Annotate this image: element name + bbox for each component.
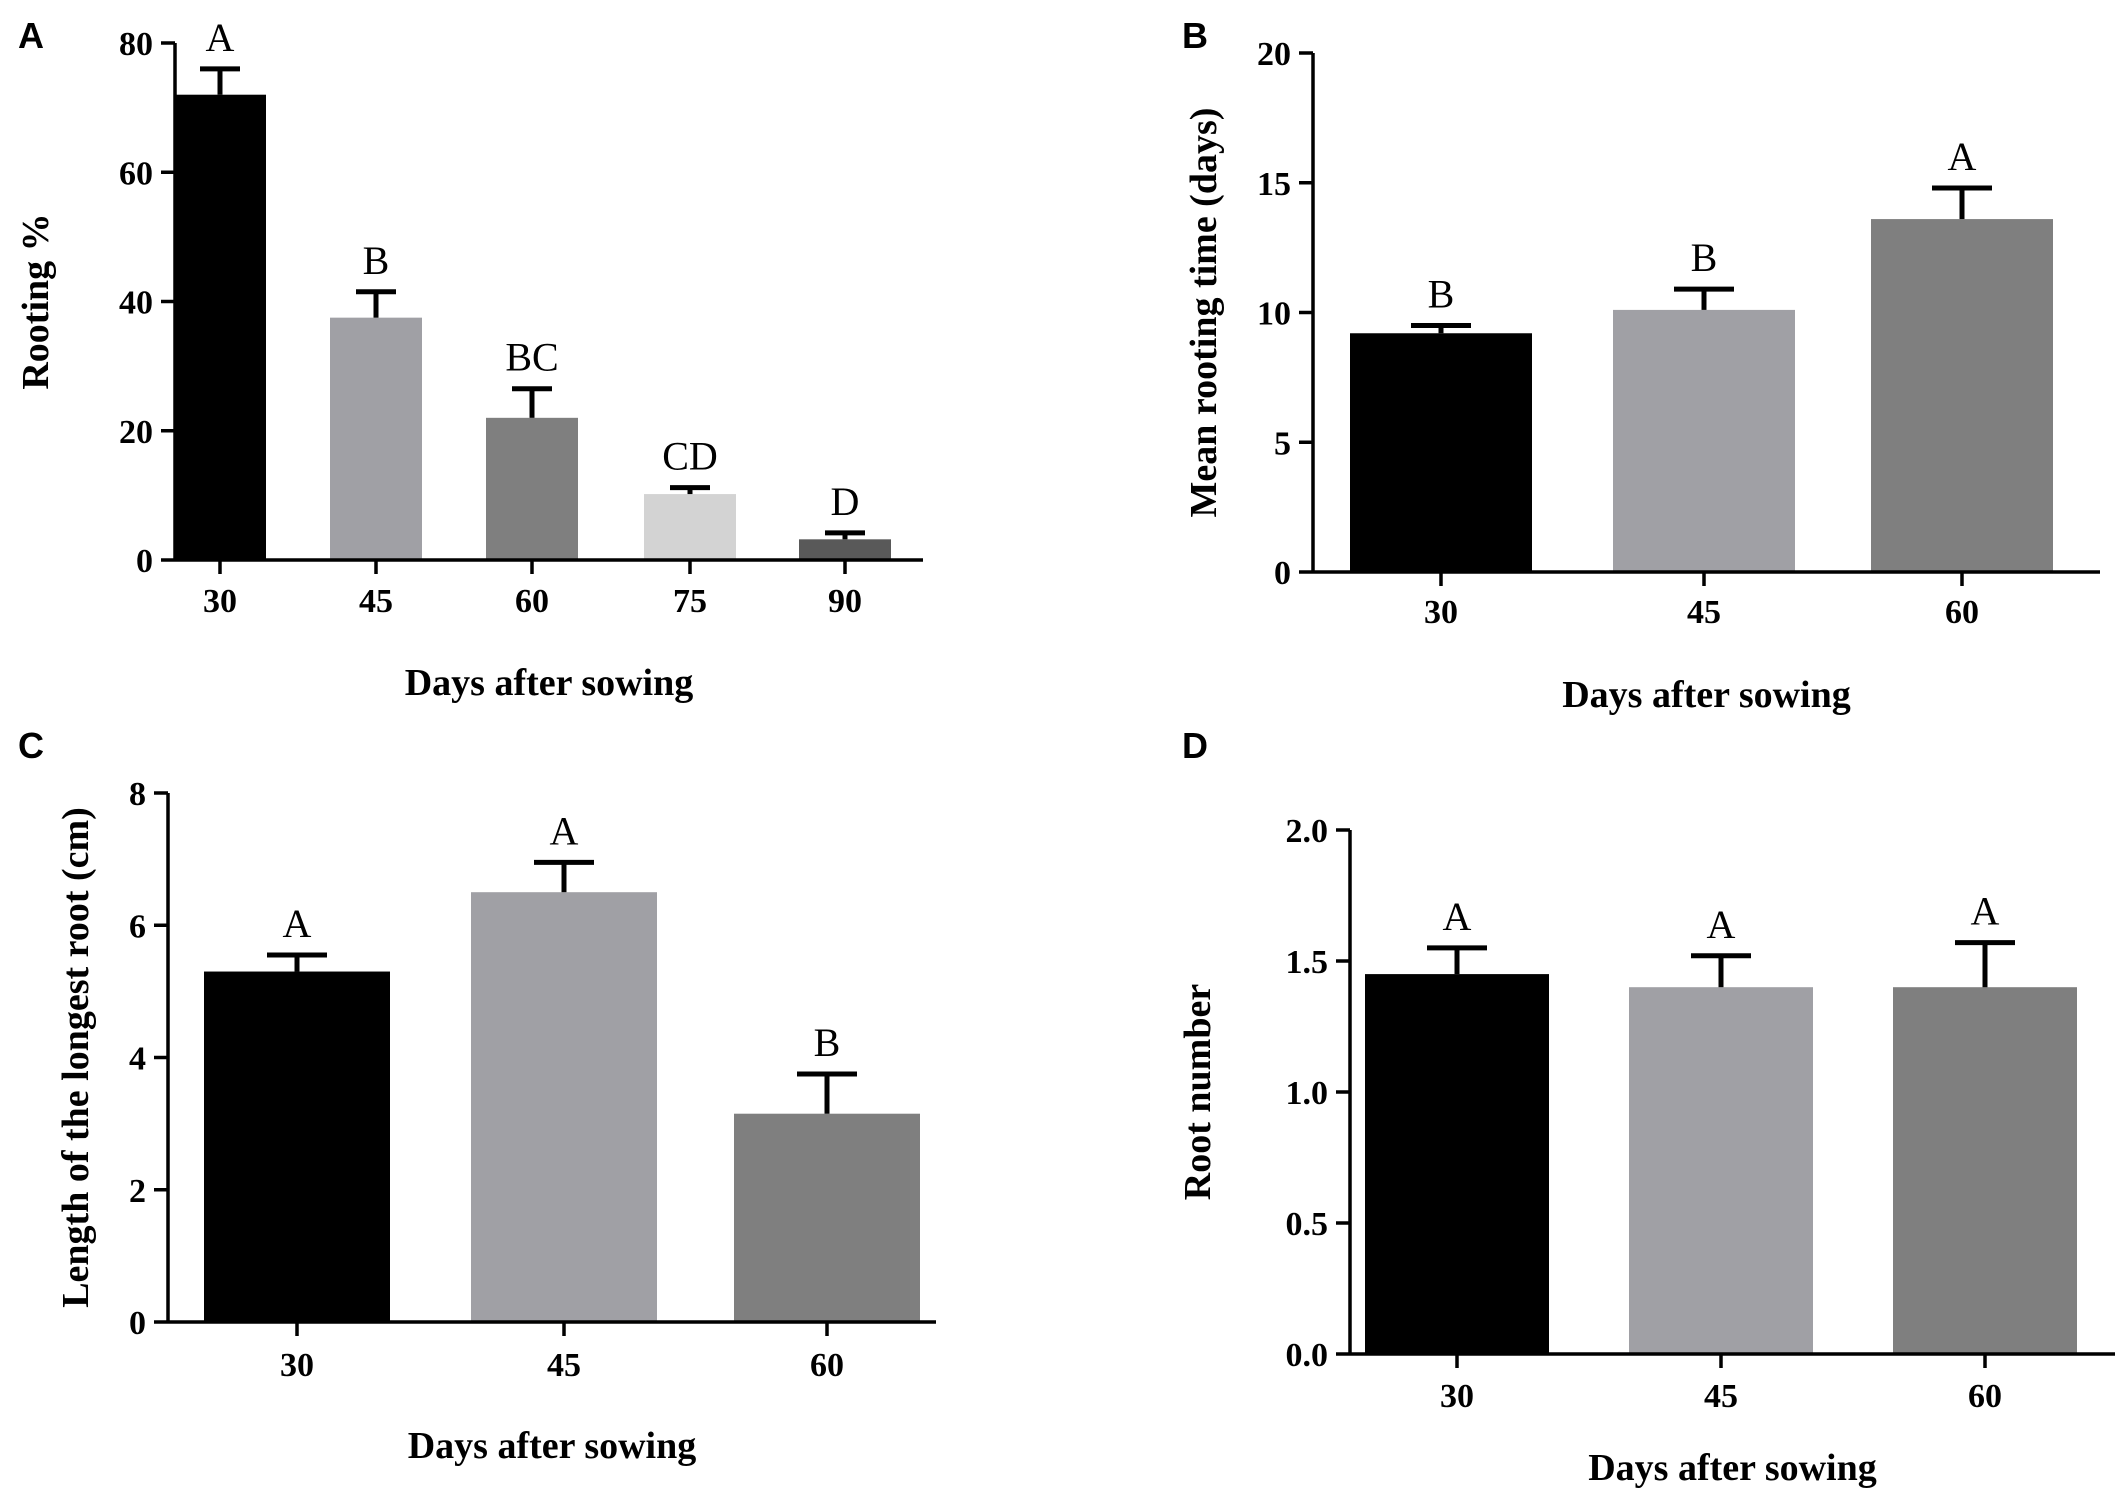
significance-label: B <box>363 238 390 283</box>
panel-tag: D <box>1182 725 1208 766</box>
x-axis-title: Days after sowing <box>408 1425 697 1467</box>
x-tick-label: 60 <box>1968 1378 2002 1415</box>
y-tick-label: 40 <box>119 285 153 322</box>
y-tick-label: 4 <box>129 1041 146 1078</box>
y-tick-label: 1.5 <box>1286 944 1329 981</box>
bar <box>1893 987 2077 1354</box>
x-tick-label: 30 <box>1424 594 1458 631</box>
y-axis-title: Root number <box>1177 984 1219 1201</box>
bar <box>1350 333 1532 572</box>
x-tick-label: 45 <box>359 583 393 620</box>
bar <box>1871 219 2053 572</box>
bar <box>471 892 657 1322</box>
x-axis-title: Days after sowing <box>1562 674 1851 716</box>
y-tick-label: 0.0 <box>1286 1337 1329 1374</box>
panel-d: D A A A 0.0 0.5 1.0 1.5 2.0 30 45 60 Days after sowi… <box>1177 725 2115 1489</box>
significance-label: A <box>1443 894 1472 939</box>
panel-tag: A <box>18 15 44 56</box>
x-tick-label: 45 <box>1687 594 1721 631</box>
significance-label: A <box>206 15 235 60</box>
bar <box>644 494 736 560</box>
y-tick-label: 15 <box>1257 166 1291 203</box>
significance-label: A <box>283 901 312 946</box>
bar <box>330 317 422 560</box>
x-tick-label: 45 <box>547 1347 581 1384</box>
x-tick-label: 60 <box>515 583 549 620</box>
bar <box>1365 974 1549 1354</box>
y-tick-label: 80 <box>119 26 153 63</box>
y-tick-label: 0 <box>1274 555 1291 592</box>
bar <box>486 417 578 560</box>
x-tick-label: 30 <box>280 1347 314 1384</box>
y-tick-label: 20 <box>1257 36 1291 73</box>
panel-a: A A B BC CD D 0 20 40 60 80 30 45 60 75 90 Days after so… <box>15 15 923 704</box>
y-tick-label: 6 <box>129 908 146 945</box>
significance-label: D <box>831 479 860 524</box>
x-tick-label: 90 <box>828 583 862 620</box>
y-tick-label: 60 <box>119 155 153 192</box>
x-axis-title: Days after sowing <box>1588 1447 1877 1489</box>
significance-label: A <box>1707 902 1736 947</box>
y-tick-label: 0 <box>136 543 153 580</box>
y-tick-label: 8 <box>129 776 146 813</box>
y-tick-label: 2.0 <box>1286 813 1329 850</box>
significance-label: B <box>814 1020 841 1065</box>
x-tick-label: 60 <box>1945 594 1979 631</box>
bar <box>204 971 390 1322</box>
y-tick-label: 0 <box>129 1305 146 1342</box>
bar <box>1629 987 1813 1354</box>
x-tick-label: 60 <box>810 1347 844 1384</box>
y-axis-title: Rooting % <box>15 213 57 389</box>
y-tick-label: 1.0 <box>1286 1075 1329 1112</box>
significance-label: CD <box>662 434 718 479</box>
significance-label: B <box>1428 271 1455 316</box>
panel-tag: C <box>18 725 44 766</box>
bar <box>734 1113 920 1322</box>
significance-label: B <box>1691 235 1718 280</box>
bar <box>1613 309 1795 572</box>
x-axis-title: Days after sowing <box>405 662 694 704</box>
y-tick-label: 20 <box>119 414 153 451</box>
x-tick-label: 75 <box>673 583 707 620</box>
significance-label: A <box>1948 134 1977 179</box>
y-axis-title: Length of the longest root (cm) <box>55 807 97 1308</box>
panel-b: B B B A 0 5 10 15 20 30 45 60 Days after sowing Mean … <box>1182 15 2100 716</box>
significance-label: A <box>550 808 579 853</box>
y-tick-label: 2 <box>129 1173 146 1210</box>
x-tick-label: 30 <box>1440 1378 1474 1415</box>
x-tick-label: 30 <box>203 583 237 620</box>
y-axis-title: Mean rooting time (days) <box>1183 108 1225 518</box>
x-tick-label: 45 <box>1704 1378 1738 1415</box>
y-tick-label: 0.5 <box>1286 1206 1329 1243</box>
panel-c: C A A B 0 2 4 6 8 30 45 60 Days after sowing Length o… <box>18 725 936 1467</box>
bar <box>174 94 266 560</box>
y-tick-label: 5 <box>1274 425 1291 462</box>
significance-label: BC <box>505 335 558 380</box>
bar <box>799 539 891 560</box>
significance-label: A <box>1971 889 2000 934</box>
y-tick-label: 10 <box>1257 296 1291 333</box>
panel-tag: B <box>1182 15 1208 56</box>
